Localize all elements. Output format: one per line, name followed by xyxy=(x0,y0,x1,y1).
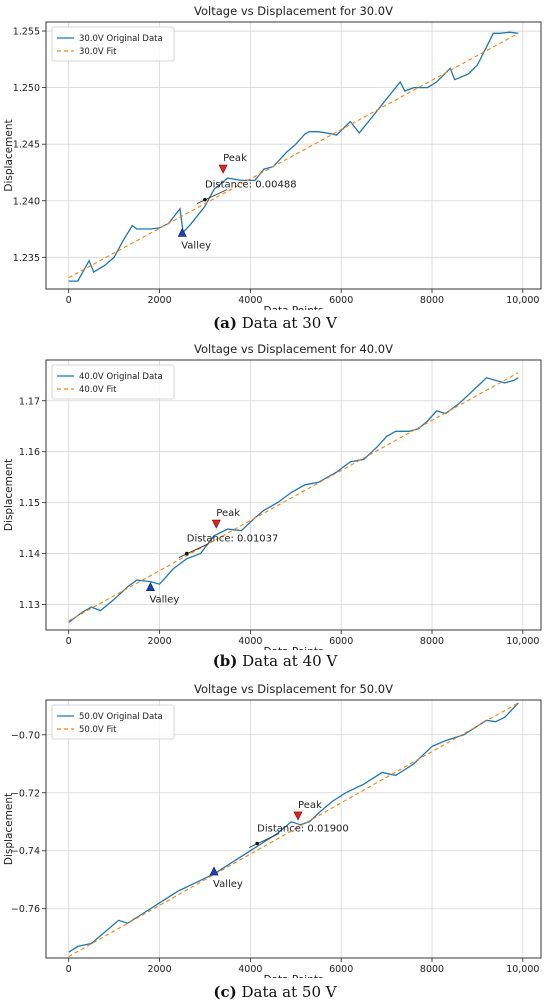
fit-line xyxy=(68,702,519,958)
caption-a: (a) Data at 30 V xyxy=(0,314,550,332)
legend-box xyxy=(51,26,175,62)
peak-label: Peak xyxy=(223,153,247,164)
x-tick-label: 4000 xyxy=(238,295,262,306)
caption-text: Data at 30 V xyxy=(237,314,337,332)
caption-letter: (c) xyxy=(213,983,237,1001)
y-tick-label: 1.17 xyxy=(19,396,40,407)
y-tick-label: 1.255 xyxy=(13,27,40,38)
y-tick-label: −0.74 xyxy=(11,846,40,857)
x-tick-label: 2000 xyxy=(147,636,171,647)
distance-point xyxy=(203,197,207,202)
distance-segment xyxy=(196,189,228,205)
valley-label: Valley xyxy=(149,595,179,606)
valley-marker xyxy=(145,582,155,591)
x-tick-label: 8000 xyxy=(420,636,444,647)
y-tick-label: 1.250 xyxy=(13,83,40,94)
fit-line xyxy=(68,372,519,622)
distance-label: Distance: 0.01037 xyxy=(187,534,279,545)
plot-frame xyxy=(45,21,542,290)
y-tick-label: 1.15 xyxy=(19,498,40,509)
peak-marker xyxy=(218,164,228,174)
legend-label: 40.0V Original Data xyxy=(79,372,163,382)
x-tick-label: 0 xyxy=(66,964,72,975)
legend: 40.0V Original Data 40.0V Fit xyxy=(51,364,175,400)
y-tick-label: −0.76 xyxy=(11,904,40,915)
legend-label: 30.0V Original Data xyxy=(79,34,163,44)
distance-segment xyxy=(248,833,280,848)
x-tick-label: 6000 xyxy=(329,964,353,975)
legend: 50.0V Original Data 50.0V Fit xyxy=(51,704,175,740)
plot-frame xyxy=(45,699,542,959)
y-tick-label: 1.245 xyxy=(13,140,40,151)
legend-label: 30.0V Fit xyxy=(79,47,117,57)
plot-frame xyxy=(45,359,542,631)
y-tick-label: 1.235 xyxy=(13,253,40,264)
chart-panel-30v: Voltage vs Displacement for 30.0V 0 2000 40… xyxy=(0,0,550,338)
y-tick-label: −0.72 xyxy=(11,788,40,799)
chart-panel-40v: Voltage vs Displacement for 40.0V 0 2000 40… xyxy=(0,338,550,678)
caption-letter: (b) xyxy=(212,652,238,670)
chart-50v: Voltage vs Displacement for 50.0V 0 2000 40… xyxy=(3,682,542,978)
x-tick-label: 0 xyxy=(66,295,72,306)
distance-label: Distance: 0.00488 xyxy=(205,180,297,191)
y-axis-label: Displacement xyxy=(3,459,15,531)
distance-segment xyxy=(178,543,209,558)
legend-label: 40.0V Fit xyxy=(79,385,117,395)
y-tick-label: 1.14 xyxy=(19,549,40,560)
y-tick-label: 1.16 xyxy=(19,447,40,458)
caption-c: (c) Data at 50 V xyxy=(0,983,550,1001)
peak-marker xyxy=(293,811,303,821)
x-tick-label: 0 xyxy=(66,636,72,647)
x-tick-label: 10,000 xyxy=(506,964,539,975)
y-tick-label: 1.13 xyxy=(19,600,40,611)
x-tick-label: 10,000 xyxy=(506,295,539,306)
distance-point xyxy=(255,841,259,846)
x-tick-label: 8000 xyxy=(420,964,444,975)
x-tick-label: 10,000 xyxy=(506,636,539,647)
y-axis-label: Displacement xyxy=(3,793,15,865)
legend: 30.0V Original Data 30.0V Fit xyxy=(51,26,175,62)
legend-box xyxy=(51,364,175,400)
x-tick-label: 6000 xyxy=(329,636,353,647)
x-axis-label: Data Points xyxy=(264,974,324,978)
legend-label: 50.0V Original Data xyxy=(79,712,163,722)
fit-line xyxy=(68,32,519,279)
legend-box xyxy=(51,704,175,740)
valley-label: Valley xyxy=(213,879,243,890)
chart-40v: Voltage vs Displacement for 40.0V 0 2000 40… xyxy=(3,342,542,650)
caption-letter: (a) xyxy=(213,314,237,332)
chart-title: Voltage vs Displacement for 40.0V xyxy=(194,342,393,356)
peak-label: Peak xyxy=(298,800,322,811)
x-tick-label: 2000 xyxy=(147,295,171,306)
caption-text: Data at 50 V xyxy=(236,983,337,1001)
legend-label: 50.0V Fit xyxy=(79,725,117,735)
valley-marker xyxy=(177,227,187,237)
x-tick-label: 6000 xyxy=(329,295,353,306)
x-axis-label: Data Points xyxy=(264,305,324,310)
valley-label: Valley xyxy=(181,240,211,251)
valley-marker xyxy=(209,866,219,876)
x-tick-label: 4000 xyxy=(238,964,262,975)
y-axis-label: Displacement xyxy=(3,119,15,191)
distance-label: Distance: 0.01900 xyxy=(257,823,349,834)
data-line xyxy=(68,31,519,282)
chart-title: Voltage vs Displacement for 50.0V xyxy=(194,682,393,696)
peak-marker xyxy=(211,519,221,529)
x-tick-label: 2000 xyxy=(147,964,171,975)
y-tick-label: −0.70 xyxy=(11,730,40,741)
y-tick-label: 1.240 xyxy=(13,196,40,207)
x-axis-label: Data Points xyxy=(264,646,324,650)
chart-30v: Voltage vs Displacement for 30.0V 0 2000 40… xyxy=(3,4,542,310)
chart-panel-50v: Voltage vs Displacement for 50.0V 0 2000 40… xyxy=(0,678,550,1008)
chart-title: Voltage vs Displacement for 30.0V xyxy=(194,4,393,18)
caption-text: Data at 40 V xyxy=(237,652,338,670)
x-tick-label: 4000 xyxy=(238,636,262,647)
x-tick-label: 8000 xyxy=(420,295,444,306)
peak-label: Peak xyxy=(216,508,240,519)
caption-b: (b) Data at 40 V xyxy=(0,652,550,670)
distance-point xyxy=(184,551,189,556)
data-line xyxy=(68,377,519,623)
